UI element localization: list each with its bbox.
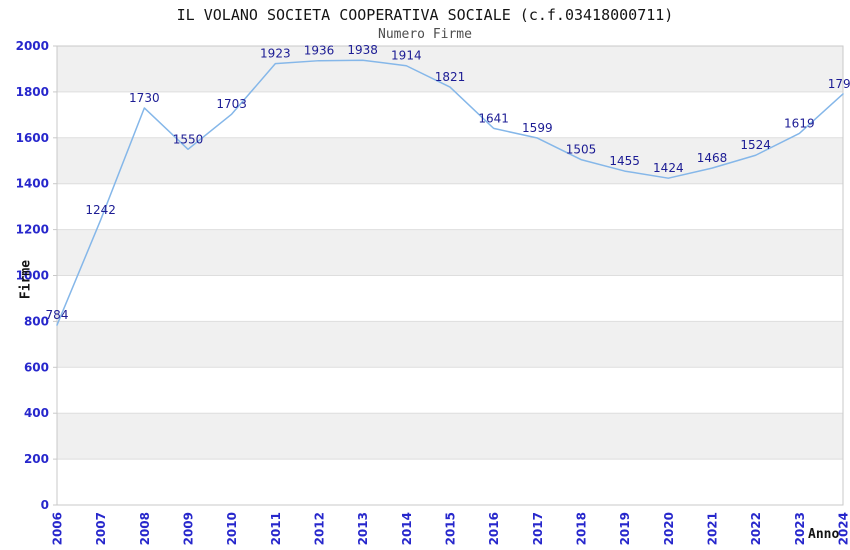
x-tick-label: 2023 bbox=[793, 512, 807, 545]
x-tick-label: 2010 bbox=[225, 512, 239, 545]
x-tick-label: 2021 bbox=[706, 512, 720, 545]
x-tick-label: 2014 bbox=[400, 512, 414, 545]
data-point-label: 1468 bbox=[697, 151, 728, 165]
y-tick-label: 1000 bbox=[16, 269, 49, 283]
grid-band bbox=[57, 321, 843, 368]
data-point-label: 1923 bbox=[260, 47, 291, 61]
y-axis-title-firme: Firme bbox=[18, 259, 34, 300]
data-point-label: 1821 bbox=[435, 70, 466, 84]
data-point-label: 1641 bbox=[478, 111, 509, 125]
y-tick-label: 2000 bbox=[16, 39, 49, 53]
data-point-label: 1914 bbox=[391, 49, 422, 63]
data-point-label: 1550 bbox=[173, 132, 204, 146]
x-axis-title-anno: Anno bbox=[808, 527, 840, 542]
grid-band bbox=[57, 229, 843, 276]
data-point-label: 1505 bbox=[566, 143, 597, 157]
y-tick-label: 1800 bbox=[16, 85, 49, 99]
grid-band bbox=[57, 413, 843, 460]
data-point-label: 1936 bbox=[304, 44, 335, 58]
y-tick-label: 800 bbox=[24, 314, 49, 328]
chart-subtitle: Numero Firme bbox=[378, 27, 472, 42]
grid-band bbox=[57, 137, 843, 184]
data-point-label: 1619 bbox=[784, 116, 815, 130]
grid-band bbox=[57, 46, 843, 92]
x-tick-label: 2018 bbox=[575, 512, 589, 545]
y-tick-label: 1600 bbox=[16, 131, 49, 145]
x-tick-label: 2020 bbox=[662, 512, 676, 545]
data-point-label: 1599 bbox=[522, 121, 553, 135]
x-tick-label: 2013 bbox=[356, 512, 370, 545]
data-point-label: 1730 bbox=[129, 91, 160, 105]
y-tick-label: 400 bbox=[24, 406, 49, 420]
data-point-label: 1242 bbox=[85, 203, 116, 217]
data-point-label: 1424 bbox=[653, 161, 684, 175]
y-tick-label: 200 bbox=[24, 452, 49, 466]
data-series-line bbox=[56, 59, 844, 326]
y-tick-label: 0 bbox=[41, 498, 49, 512]
data-point-label: 1455 bbox=[609, 154, 640, 168]
data-point-label: 1703 bbox=[216, 97, 247, 111]
x-tick-label: 2007 bbox=[94, 512, 108, 545]
data-point-label: 1791 bbox=[828, 77, 850, 91]
x-tick-label: 2011 bbox=[269, 512, 283, 545]
x-tick-label: 2008 bbox=[138, 512, 152, 545]
x-tick-label: 2019 bbox=[618, 512, 632, 545]
chart-title: IL VOLANO SOCIETA COOPERATIVA SOCIALE (c… bbox=[176, 6, 674, 24]
x-tick-label: 2017 bbox=[531, 512, 545, 545]
y-tick-label: 1400 bbox=[16, 177, 49, 191]
y-tick-label: 1200 bbox=[16, 223, 49, 237]
x-tick-label: 2012 bbox=[313, 512, 327, 545]
data-point-label: 1524 bbox=[740, 138, 771, 152]
x-tick-label: 2006 bbox=[51, 512, 65, 545]
y-tick-label: 600 bbox=[24, 360, 49, 374]
data-point-label: 1938 bbox=[347, 43, 378, 57]
x-tick-label: 2022 bbox=[749, 512, 763, 545]
x-tick-label: 2009 bbox=[182, 512, 196, 545]
x-tick-label: 2024 bbox=[837, 512, 850, 545]
x-tick-label: 2016 bbox=[487, 512, 501, 545]
x-tick-label: 2015 bbox=[444, 512, 458, 545]
data-point-label: 784 bbox=[46, 308, 69, 322]
